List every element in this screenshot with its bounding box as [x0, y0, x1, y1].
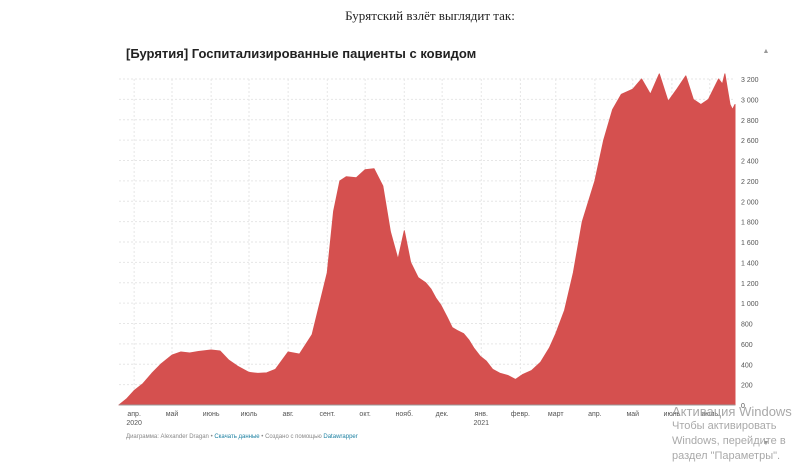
- x-tick-label: май: [626, 410, 639, 418]
- x-tick-label: июнь: [203, 411, 220, 418]
- hospitalized-area-series: [118, 73, 736, 406]
- x-tick-label: март: [548, 411, 564, 418]
- y-tick-label: 1 000: [741, 301, 759, 308]
- x-tick-label: окт.: [359, 411, 370, 418]
- x-tick-label: июль: [701, 411, 718, 418]
- x-tick-label: нояб.: [396, 410, 414, 418]
- x-tick-label: сент.: [319, 411, 335, 418]
- y-tick-label: 1 400: [741, 260, 759, 267]
- scroll-down-arrow-icon[interactable]: ▼: [762, 440, 770, 447]
- y-tick-label: 2 400: [741, 159, 759, 166]
- y-tick-label: 2 000: [741, 199, 759, 206]
- y-tick-label: 2 200: [741, 179, 759, 186]
- chart-footer: Диаграмма: Alexander Dragan • Скачать да…: [126, 434, 358, 440]
- x-tick-label: янв.: [475, 411, 488, 418]
- y-tick-label: 800: [741, 322, 753, 329]
- datawrapper-link[interactable]: Datawrapper: [323, 434, 358, 440]
- x-tick-label: апр.: [127, 411, 141, 418]
- download-data-link[interactable]: Скачать данные: [214, 434, 260, 440]
- x-tick-label: июнь: [664, 411, 681, 418]
- y-tick-label: 1 600: [741, 240, 759, 247]
- watermark-line-3: раздел "Параметры".: [672, 450, 781, 462]
- y-tick-label: 0: [741, 403, 745, 410]
- x-tick-label: февр.: [511, 411, 530, 418]
- x-tick-year-label: 2021: [473, 420, 489, 427]
- watermark-line-1: Активация Windows: [672, 404, 792, 419]
- x-tick-label: дек.: [436, 411, 449, 418]
- y-tick-label: 1 800: [741, 220, 759, 227]
- footer-created-with: • Создано с помощью: [261, 434, 322, 440]
- y-tick-label: 400: [741, 362, 753, 369]
- x-tick-label: апр.: [588, 411, 602, 418]
- y-tick-label: 2 600: [741, 138, 759, 145]
- y-tick-label: 2 800: [741, 118, 759, 125]
- x-tick-year-label: 2020: [126, 420, 142, 427]
- watermark-line-2: Чтобы активировать Windows, перейдите в: [672, 420, 786, 447]
- y-tick-label: 3 200: [741, 77, 759, 84]
- x-tick-label: июль: [241, 411, 258, 418]
- y-tick-label: 1 200: [741, 281, 759, 288]
- x-tick-label: май: [166, 410, 179, 418]
- y-tick-label: 600: [741, 342, 753, 349]
- y-tick-label: 3 000: [741, 97, 759, 104]
- chart-title: [Бурятия] Госпитализированные пациенты с…: [126, 46, 477, 61]
- intro-text: Бурятский взлёт выглядит так:: [345, 8, 515, 23]
- windows-activation-watermark: Активация Windows Чтобы активировать Win…: [672, 404, 800, 464]
- scroll-up-arrow-icon[interactable]: ▲: [762, 48, 770, 55]
- y-tick-label: 200: [741, 383, 753, 390]
- x-tick-label: авг.: [283, 411, 294, 418]
- footer-credit: Диаграмма: Alexander Dragan •: [126, 434, 213, 440]
